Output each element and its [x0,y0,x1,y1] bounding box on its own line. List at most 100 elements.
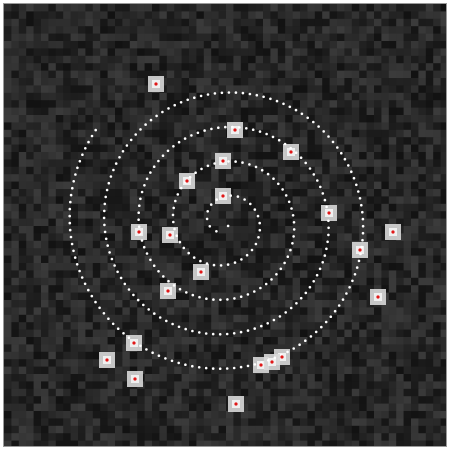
spiral-dot [299,156,303,159]
spiral-dot [78,269,81,273]
spiral-dot [254,165,258,169]
spiral-dot [94,300,97,304]
spiral-dot [355,183,358,187]
spiral-dot [265,132,268,136]
spiral-dot [185,291,188,294]
spiral-dot [145,348,148,351]
blob-center-marker [221,194,225,198]
spiral-dot [71,186,74,190]
spiral-dot [239,295,243,299]
spiral-dot [103,209,106,213]
spiral-dot [270,278,273,281]
spiral-dot [318,267,322,271]
spiral-dot [278,315,282,318]
spiral-dot [140,190,144,194]
spiral-dot [162,275,165,278]
spiral-dot [352,176,356,180]
spiral-dot [260,324,263,328]
spiral-dot [177,140,181,144]
spiral-dot [284,194,288,197]
spiral-dot [116,270,119,274]
spiral-dot [179,186,183,190]
spiral-dot [204,332,208,335]
spiral-dot [255,93,259,97]
spiral-dot [127,288,131,291]
spiral-dot [109,175,113,178]
spiral-dot [226,224,230,228]
spiral-dot [145,252,149,255]
spiral-dot [340,151,343,155]
spiral-dot [287,200,291,204]
blob-center-marker [280,355,284,359]
spiral-dot [68,214,71,218]
spiral-dot [348,286,351,289]
spiral-dot [94,128,97,132]
spiral-dot [219,264,223,267]
spiral-dot [241,161,244,164]
spiral-dot [267,359,270,362]
spiral-dot [172,206,175,210]
spiral-dot [142,245,146,249]
spiral-dot [262,95,265,99]
spiral-dot [177,361,180,365]
spiral-dot [213,162,216,165]
spiral-dot [68,207,72,211]
spiral-dot [284,311,288,314]
blob-center-marker [327,211,331,215]
spiral-dot [257,236,260,239]
spiral-dot [286,255,290,258]
spiral-dot [283,142,287,146]
spiral-dot [69,200,72,204]
spiral-dot [309,335,313,338]
spiral-dot [103,230,107,234]
spiral-dot [132,293,135,297]
spiral-dot [350,170,353,173]
spiral-dot [225,367,229,370]
spiral-dot [184,363,187,367]
spiral-dot [167,279,170,283]
spiral-dot [213,92,217,95]
spiral-dot [173,227,176,231]
spiral-dot [69,193,73,197]
spiral-dot [68,221,72,225]
spiral-dot [316,179,319,182]
spiral-dot [122,332,125,335]
spiral-dot [129,138,133,142]
blob-center-marker [270,360,274,364]
spiral-dot [69,235,73,239]
spiral-dot [164,357,167,360]
spiral-dot [224,125,227,129]
spiral-dot [258,221,261,225]
spiral-dot [153,312,156,315]
spiral-dot [74,173,77,176]
spiral-dot [206,210,209,213]
spiral-dot [137,218,140,221]
spiral-dot [125,144,129,147]
spiral-dot [246,329,250,332]
spiral-dot [188,175,192,179]
blob-center-marker [166,289,170,293]
spiral-dot [258,228,262,232]
spiral-dot [248,163,251,166]
spiral-dot [351,279,354,283]
spiral-dot [250,248,254,252]
spiral-dot [253,363,257,366]
spiral-dot [113,264,116,267]
microscopy-image [4,4,446,446]
spiral-dot [295,302,298,305]
spiral-dot [220,91,224,95]
spiral-dot [211,332,215,336]
spiral-dot [292,235,295,238]
spiral-dot [361,210,364,214]
spiral-dot [361,217,365,221]
spiral-dot [336,146,339,149]
spiral-dot [139,197,142,201]
spiral-dot [272,318,276,322]
spiral-dot [292,347,296,350]
spiral-dot [212,298,215,301]
spiral-dot [194,171,197,174]
spiral-dot [327,219,330,223]
spiral-dot [259,286,262,290]
spiral-dot [294,108,298,112]
spiral-dot [272,177,275,180]
